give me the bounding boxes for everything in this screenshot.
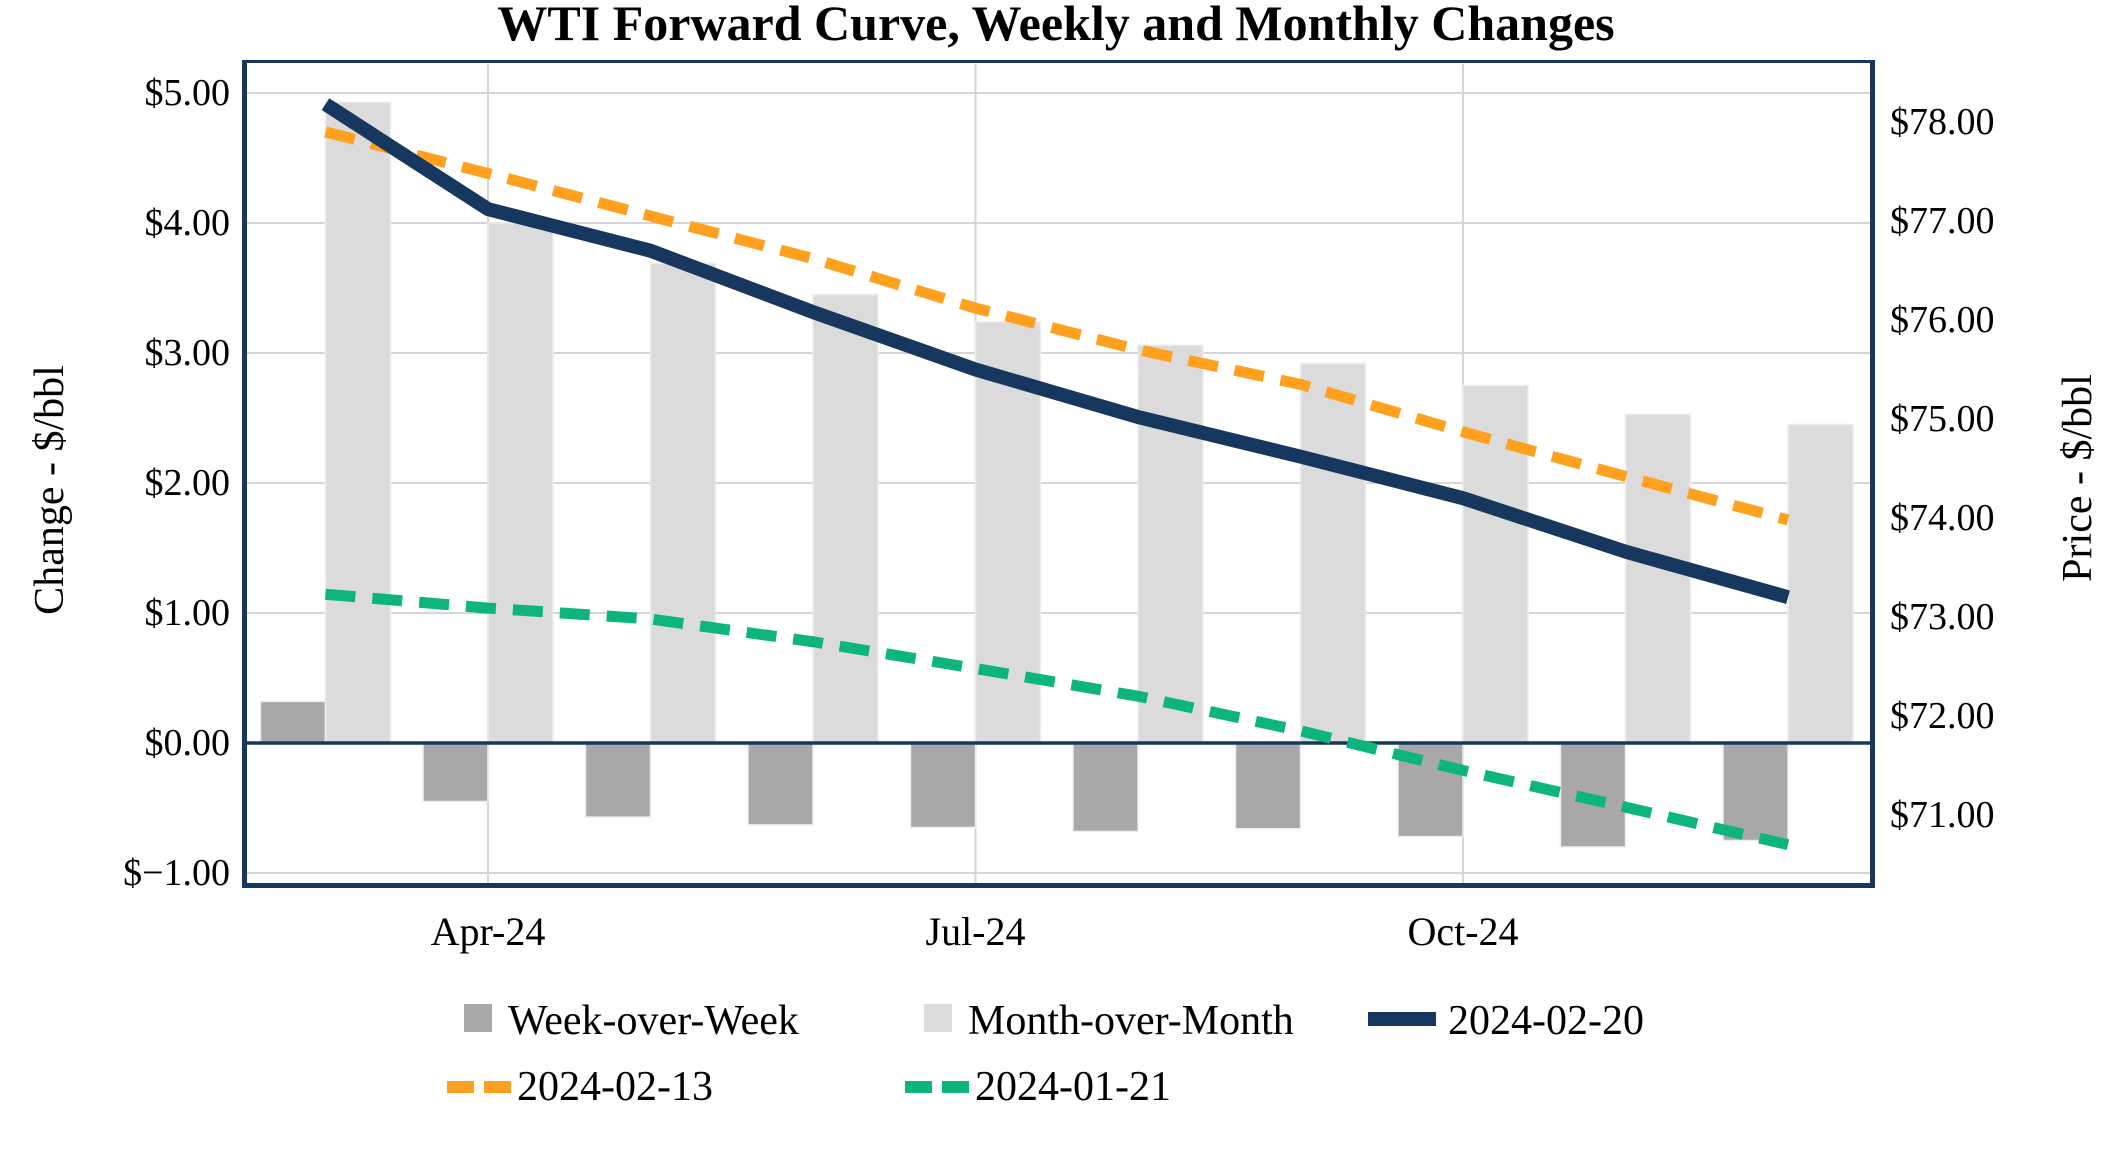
legend-swatch-Month-over-Month bbox=[924, 1004, 952, 1032]
bar-month-over-month bbox=[1299, 362, 1367, 744]
right-axis-tick: $71.00 bbox=[1890, 794, 1995, 836]
bar-week-over-week bbox=[1072, 742, 1139, 833]
bar-month-over-month bbox=[487, 222, 554, 744]
left-axis-tick: $−1.00 bbox=[123, 852, 230, 894]
legend-swatch-2024-02-13 bbox=[484, 1081, 511, 1093]
left-axis-tick: $0.00 bbox=[144, 722, 231, 764]
x-axis-tick: Oct-24 bbox=[1407, 909, 1519, 954]
legend-label: 2024-02-13 bbox=[517, 1064, 713, 1110]
bar-month-over-month bbox=[324, 101, 392, 744]
right-axis-tick: $75.00 bbox=[1890, 398, 1995, 440]
bar-week-over-week bbox=[422, 742, 489, 803]
line-2024-01-21 bbox=[325, 588, 1790, 851]
bar-week-over-week bbox=[1722, 742, 1789, 842]
right-axis-tick: $77.00 bbox=[1890, 200, 1995, 242]
bar-week-over-week bbox=[1234, 742, 1302, 830]
bar-month-over-month bbox=[812, 293, 879, 744]
right-axis-tick: $73.00 bbox=[1890, 596, 1995, 638]
right-axis-tick: $78.00 bbox=[1890, 101, 1995, 143]
left-axis-tick: $2.00 bbox=[144, 462, 231, 504]
x-axis-tick: Jul-24 bbox=[925, 909, 1026, 954]
bar-week-over-week bbox=[259, 700, 327, 744]
bar-month-over-month bbox=[1787, 423, 1854, 744]
chart-title: WTI Forward Curve, Weekly and Monthly Ch… bbox=[497, 0, 1615, 51]
legend-label: 2024-01-21 bbox=[975, 1064, 1171, 1110]
legend-label: Week-over-Week bbox=[508, 998, 799, 1044]
plot-svg bbox=[242, 60, 1875, 888]
legend-label: 2024-02-20 bbox=[1448, 998, 1644, 1044]
legend-label: Month-over-Month bbox=[968, 998, 1294, 1044]
legend-swatch-Week-over-Week bbox=[464, 1004, 492, 1032]
left-axis-tick: $1.00 bbox=[144, 592, 231, 634]
right-axis-tick: $72.00 bbox=[1890, 695, 1995, 737]
bar-week-over-week bbox=[909, 742, 977, 829]
right-axis-title: Price - $/bbl bbox=[2055, 374, 2101, 582]
bar-month-over-month bbox=[649, 262, 717, 744]
bar-week-over-week bbox=[747, 742, 814, 826]
left-axis-tick: $5.00 bbox=[144, 72, 231, 114]
bar-month-over-month bbox=[1624, 413, 1692, 744]
line-2024-02-13 bbox=[324, 126, 1790, 526]
legend-swatch-2024-02-13 bbox=[447, 1081, 474, 1093]
left-axis-tick: $3.00 bbox=[144, 332, 231, 374]
bar-month-over-month bbox=[1137, 344, 1204, 744]
legend-swatch-2024-01-21 bbox=[942, 1081, 969, 1093]
right-axis-tick: $74.00 bbox=[1890, 497, 1995, 539]
x-axis-tick: Apr-24 bbox=[430, 909, 546, 954]
legend-swatch-2024-01-21 bbox=[905, 1081, 932, 1093]
left-axis-tick: $4.00 bbox=[144, 202, 231, 244]
left-axis-title: Change - $/bbl bbox=[27, 365, 73, 615]
bar-week-over-week bbox=[584, 742, 652, 818]
line-2024-02-20 bbox=[321, 98, 1790, 604]
right-axis-tick: $76.00 bbox=[1890, 299, 1995, 341]
legend-swatch-2024-02-20 bbox=[1368, 1012, 1436, 1026]
